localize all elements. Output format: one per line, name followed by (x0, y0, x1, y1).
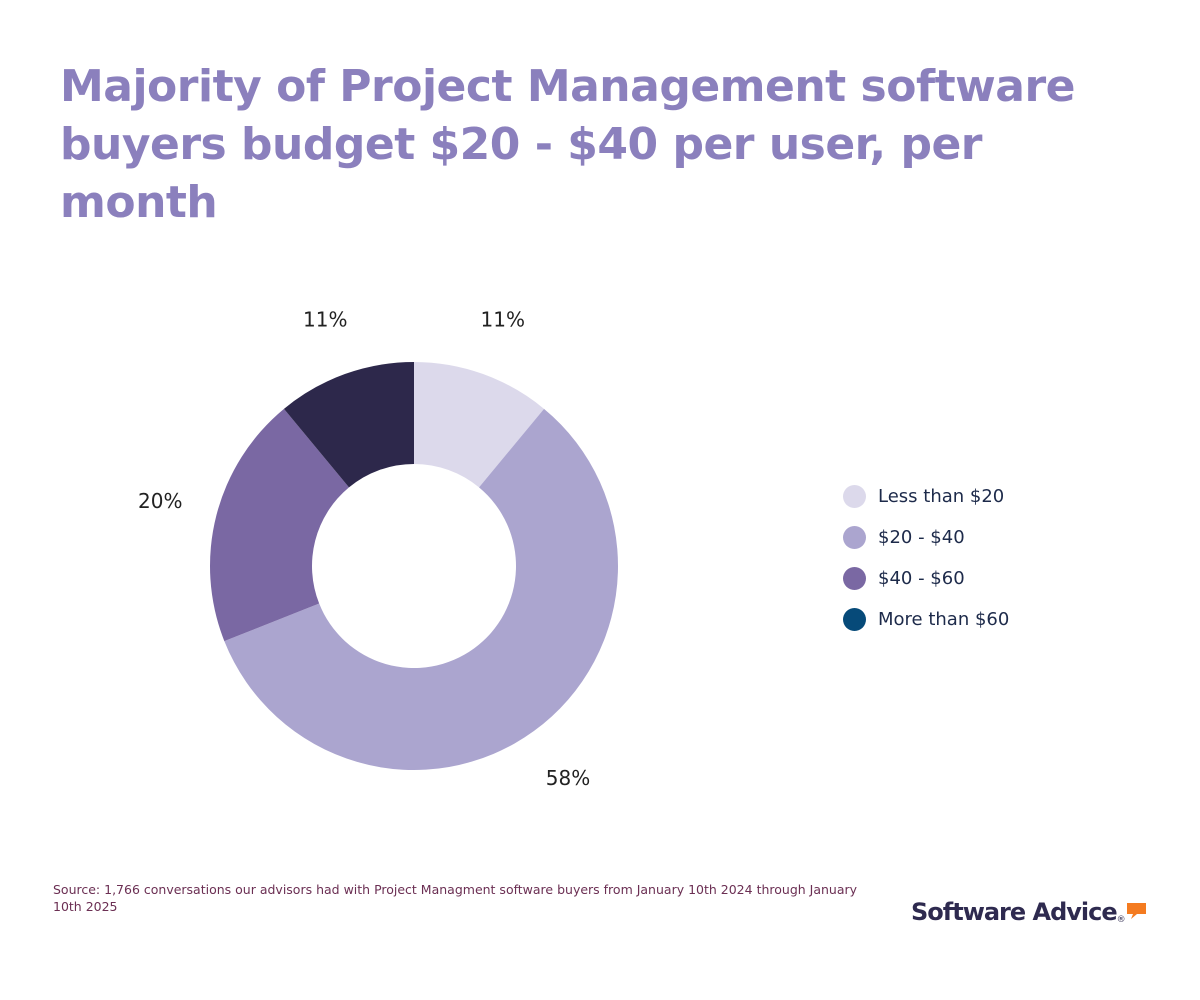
legend-swatch (843, 608, 866, 631)
data-label-less-than-20: 11% (481, 307, 525, 331)
slice-20-40 (224, 408, 618, 771)
legend-item-40-60: $40 - $60 (843, 558, 1009, 599)
slice-less-than-20 (414, 362, 545, 488)
legend-item-less-than-20: Less than $20 (843, 476, 1009, 517)
logo-text: Software Advice (911, 898, 1118, 926)
donut-data-labels: 11% 58% 20% 11% (138, 307, 590, 789)
donut-slices (210, 362, 618, 771)
legend-label: More than $60 (878, 609, 1010, 630)
legend-swatch (843, 567, 866, 590)
source-note: Source: 1,766 conversations our advisors… (53, 882, 858, 914)
slice-40-60 (210, 408, 349, 642)
legend-label: $20 - $40 (878, 527, 965, 548)
legend-swatch (843, 526, 866, 549)
data-label-more-than-60: 11% (303, 307, 347, 331)
chart-legend: Less than $20 $20 - $40 $40 - $60 More than… (843, 476, 1009, 640)
data-label-20-40: 58% (546, 766, 590, 790)
legend-label: Less than $20 (878, 486, 1005, 507)
legend-label: $40 - $60 (878, 568, 965, 589)
legend-item-more-than-60: More than $60 (843, 599, 1009, 640)
legend-swatch (843, 485, 866, 508)
software-advice-logo: Software Advice ® (911, 898, 1148, 926)
slice-more-than-60 (283, 362, 414, 488)
logo-registered-mark: ® (1116, 915, 1126, 925)
speech-bubble-icon (1126, 903, 1146, 919)
data-label-40-60: 20% (138, 489, 182, 513)
legend-item-20-40: $20 - $40 (843, 517, 1009, 558)
chart-title: Majority of Project Management software … (60, 61, 1076, 228)
